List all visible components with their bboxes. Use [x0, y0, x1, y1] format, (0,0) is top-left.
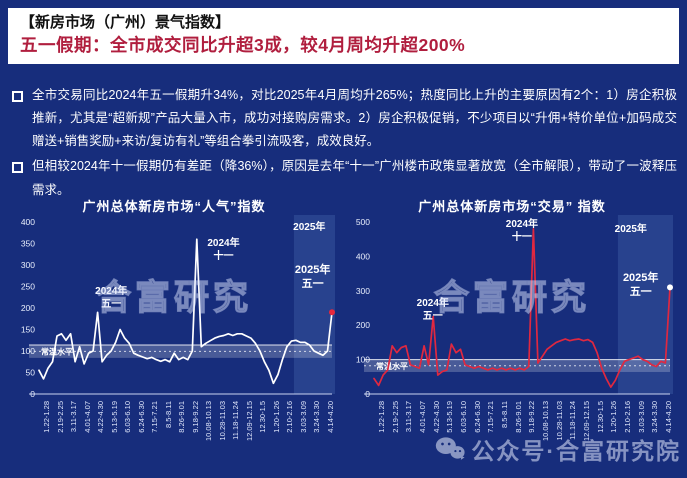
latest-point-dot — [667, 284, 673, 291]
line-chart-svg: 常温水平 500 400 300 200 100 0 — [356, 215, 673, 398]
y-tick-label: 200 — [356, 320, 370, 330]
x-tick-label: 3.24-3.30 — [312, 401, 322, 433]
latest-point-dot — [329, 309, 335, 316]
line-chart-svg: 常温水平 400 350 300 250 200 150 100 50 0 — [21, 215, 335, 398]
index-line — [38, 238, 333, 385]
bullet-text: 但相较2024年十一假期仍有差距（降36%），原因是去年“十一”广州楼市政策显著… — [32, 159, 677, 197]
x-tick-label: 6.24-6.30 — [136, 401, 146, 433]
x-tick-label: 3.11-3.17 — [69, 401, 79, 433]
chart-title: 广州总体新房市场“人气”指数 — [82, 199, 266, 214]
y-tick-label: 350 — [21, 239, 35, 249]
square-bullet-icon — [12, 162, 23, 174]
chart-annotation: 2024年 十一 — [505, 219, 539, 243]
x-tick-label: 5.13-5.19 — [109, 401, 119, 433]
x-tick-label: 8.5-8.11 — [163, 401, 173, 428]
charts-row: 广州总体新房市场“人气”指数 常温水平 400 350 300 250 200 150 100… — [9, 196, 678, 452]
transaction-index-chart: 广州总体新房市场“交易” 指数 常温水平 500 400 300 200 100 0 202… — [347, 196, 677, 452]
y-tick-label: 100 — [356, 355, 370, 365]
index-line — [373, 228, 671, 388]
x-tick-label: 1.22-1.28 — [42, 401, 51, 433]
popularity-index-chart: 广州总体新房市场“人气”指数 常温水平 400 350 300 250 200 150 100… — [9, 196, 339, 452]
x-tick-label: 4.22-4.30 — [96, 401, 106, 433]
square-bullet-icon — [12, 91, 23, 102]
x-tick-label: 12.09-12.15 — [244, 401, 254, 442]
bullet-item: 但相较2024年十一假期仍有差距（降36%），原因是去年“十一”广州楼市政策显著… — [10, 155, 677, 201]
y-tick-label: 300 — [21, 260, 35, 270]
chart-annotation: 2025年 五一 — [622, 272, 659, 298]
y-tick-label: 0 — [365, 389, 370, 398]
chart-annotation: 2024年 五一 — [95, 286, 128, 310]
x-tick-label: 9.18-9.22 — [190, 401, 200, 433]
chart-title: 广州总体新房市场“交易” 指数 — [418, 199, 606, 214]
x-tick-label: 3.03-3.09 — [298, 401, 308, 433]
y-tick-label: 0 — [30, 389, 35, 398]
x-tick-label: 2.10-2.16 — [285, 401, 295, 433]
account-watermark: 公众号·合富研究院 — [435, 432, 681, 466]
chart-plot-area: 常温水平 500 400 300 200 100 0 2024年 五一 2024年 十一 2025年… — [347, 214, 677, 398]
x-tick-label: 11.18-11.24 — [231, 401, 241, 440]
summary-bullets: 全市交易同比2024年五一假期升34%，对比2025年4月周均升265%；热度同… — [10, 84, 677, 204]
y-tick-label: 150 — [21, 325, 35, 335]
x-tick-label: 2.19-2.25 — [55, 401, 65, 433]
chart-annotation: 2024年 五一 — [416, 298, 449, 322]
chart-plot-area: 常温水平 400 350 300 250 200 150 100 50 0 2024年 五一 2024… — [9, 214, 339, 398]
x-tick-label: 1.22-1.28 — [377, 401, 386, 433]
chart-annotation: 2025年 — [293, 222, 326, 233]
x-tick-label: 6.03-6.10 — [123, 401, 133, 433]
bullet-text: 全市交易同比2024年五一假期升34%，对比2025年4月周均升265%；热度同… — [32, 88, 677, 149]
x-tick-label: 4.01-4.07 — [417, 401, 427, 433]
section-title: 【新房市场（广州）景气指数】 — [20, 14, 231, 31]
x-tick-label: 4.01-4.07 — [82, 401, 92, 433]
x-tick-label: 1.20-1.26 — [271, 401, 281, 433]
wechat-icon — [436, 437, 465, 460]
x-tick-label: 10.28-11.03 — [217, 401, 227, 441]
y-tick-label: 100 — [21, 346, 35, 356]
y-tick-label: 50 — [26, 368, 36, 378]
account-text: 公众号·合富研究院 — [471, 438, 681, 464]
chart-annotation: 2024年 十一 — [207, 238, 240, 262]
x-tick-label: 8.26-9.01 — [177, 401, 187, 433]
x-tick-label: 12.30-1.5 — [258, 401, 268, 433]
y-tick-label: 500 — [356, 217, 370, 227]
header-box: 【新房市场（广州）景气指数】 五一假期：全市成交同比升超3成，较4月周均升超20… — [8, 8, 679, 64]
x-tick-label: 4.14-4.20 — [325, 401, 335, 433]
y-tick-label: 250 — [21, 282, 35, 292]
y-tick-label: 400 — [356, 251, 370, 261]
headline: 五一假期：全市成交同比升超3成，较4月周均升超200% — [20, 35, 466, 56]
normal-level-label: 常温水平 — [41, 346, 73, 356]
y-tick-label: 200 — [21, 303, 35, 313]
y-tick-label: 400 — [21, 217, 35, 227]
x-tick-label: 10.08-10.13 — [204, 401, 214, 442]
x-axis-labels: 1.22-1.28 2.19-2.25 3.11-3.17 4.01-4.07 4.22… — [9, 398, 339, 452]
bullet-item: 全市交易同比2024年五一假期升34%，对比2025年4月周均升265%；热度同… — [10, 84, 677, 153]
chart-annotation: 2025年 五一 — [294, 264, 331, 290]
x-tick-label: 3.11-3.17 — [404, 401, 414, 433]
y-tick-label: 300 — [356, 286, 370, 296]
normal-level-label: 常温水平 — [376, 361, 408, 371]
x-tick-label: 7.15-7.21 — [150, 401, 160, 433]
chart-annotation: 2025年 — [614, 224, 647, 235]
x-tick-label: 2.19-2.25 — [390, 401, 400, 433]
